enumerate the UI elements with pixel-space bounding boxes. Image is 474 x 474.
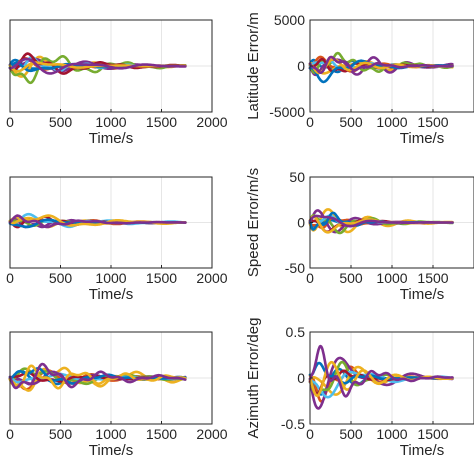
series-group xyxy=(8,212,187,229)
y-tick-label: -5000 xyxy=(269,104,305,120)
series-line xyxy=(308,360,454,397)
x-tick-label: 1500 xyxy=(417,270,448,286)
series-group xyxy=(308,344,454,410)
x-tick-label: 0 xyxy=(306,114,314,130)
x-tick-label: 1500 xyxy=(146,114,177,130)
x-axis-label: Time/s xyxy=(89,286,133,303)
x-tick-label: 1000 xyxy=(95,426,126,442)
chart-panel-left-top: 0 500 1000 1500 2000 Time/s xyxy=(6,19,228,147)
y-tick-label: 0 xyxy=(297,370,305,386)
x-tick-label: 500 xyxy=(49,270,73,286)
x-tick-label: 500 xyxy=(339,426,363,442)
x-tick-label: 1500 xyxy=(417,114,448,130)
x-axis-label: Time/s xyxy=(400,442,444,459)
x-tick-label: 1000 xyxy=(95,114,126,130)
x-axis-label: Time/s xyxy=(400,286,444,303)
x-tick-label: 1000 xyxy=(95,270,126,286)
series-line xyxy=(8,362,187,390)
x-tick-label: 1500 xyxy=(146,270,177,286)
x-axis-label: Time/s xyxy=(89,442,133,459)
chart-panel-left-bottom: 0 500 1000 1500 2000 Time/s xyxy=(6,331,228,459)
x-tick-label: 500 xyxy=(49,426,73,442)
y-axis-label: Speed Error/m/s xyxy=(245,168,262,277)
series-group xyxy=(308,51,454,84)
x-tick-label: 500 xyxy=(339,270,363,286)
x-tick-label: 1500 xyxy=(417,426,448,442)
chart-panel-left-middle: 0 500 1000 1500 2000 Time/s xyxy=(6,176,228,303)
x-tick-label: 1000 xyxy=(376,114,407,130)
x-tick-label: 2000 xyxy=(196,426,227,442)
series-group xyxy=(8,362,187,392)
x-tick-label: 1000 xyxy=(376,270,407,286)
x-axis-label: Time/s xyxy=(89,130,133,147)
series-line xyxy=(308,344,454,398)
x-tick-label: 0 xyxy=(6,270,14,286)
x-tick-label: 1000 xyxy=(376,426,407,442)
series-line xyxy=(8,57,187,75)
x-tick-label: 1500 xyxy=(146,426,177,442)
x-tick-label: 0 xyxy=(306,270,314,286)
series-group xyxy=(308,208,454,235)
series-line xyxy=(308,55,454,74)
y-tick-label: 0 xyxy=(297,215,305,231)
x-tick-label: 0 xyxy=(6,114,14,130)
y-tick-label: 0 xyxy=(297,58,305,74)
series-line xyxy=(8,364,187,390)
y-axis-label: Latitude Error/m xyxy=(245,12,262,120)
y-tick-label: -0.5 xyxy=(281,416,305,432)
y-tick-label: -50 xyxy=(285,260,305,276)
x-axis-label: Time/s xyxy=(400,130,444,147)
x-tick-label: 2000 xyxy=(196,270,227,286)
y-tick-label: 50 xyxy=(289,169,305,185)
x-tick-label: 0 xyxy=(6,426,14,442)
x-tick-label: 2000 xyxy=(196,114,227,130)
x-tick-label: 500 xyxy=(339,114,363,130)
y-tick-label: 5000 xyxy=(274,12,305,28)
y-axis-label: Azimuth Error/deg xyxy=(245,318,262,439)
x-tick-label: 0 xyxy=(306,426,314,442)
y-tick-label: 0.5 xyxy=(286,324,306,340)
series-line xyxy=(8,214,187,229)
series-group xyxy=(8,52,187,85)
x-tick-label: 500 xyxy=(49,114,73,130)
series-line xyxy=(308,214,454,228)
